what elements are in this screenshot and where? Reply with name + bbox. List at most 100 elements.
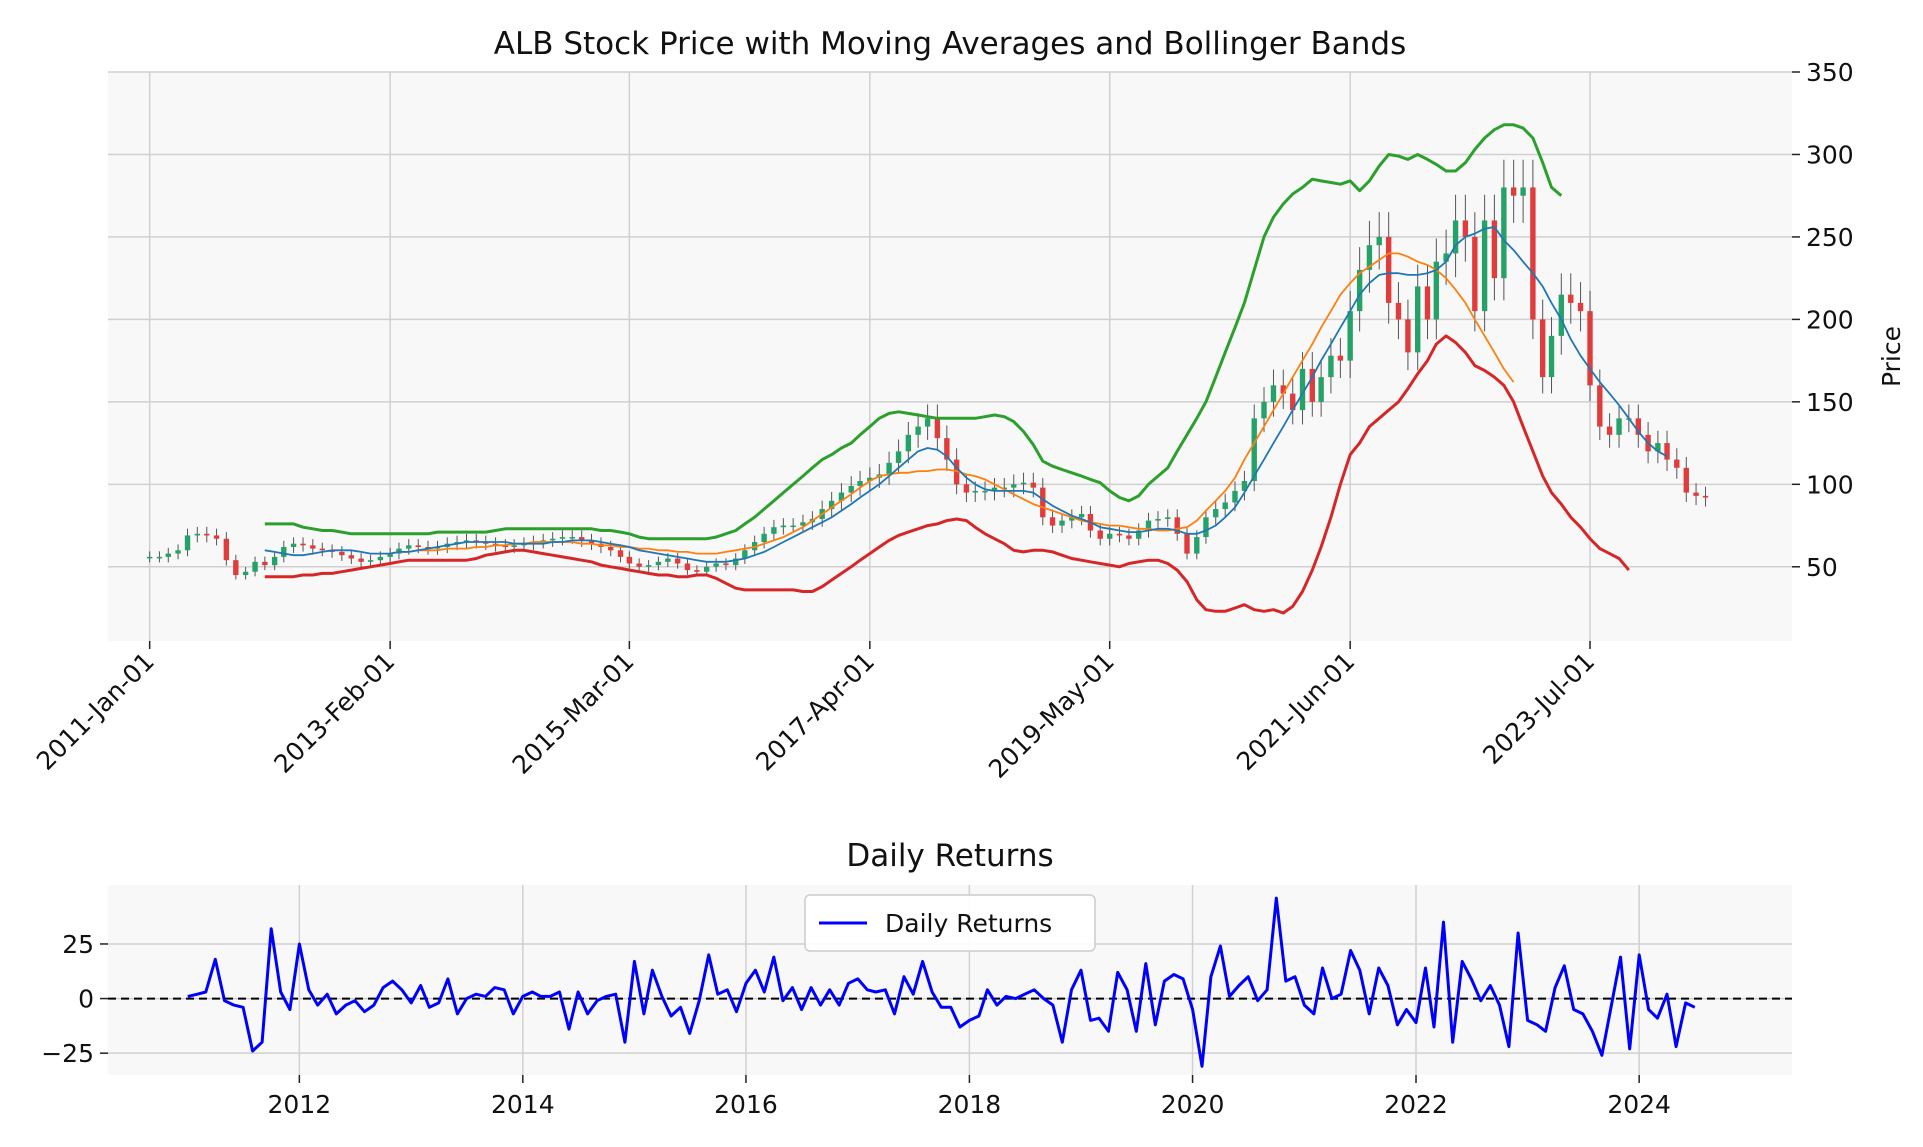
returns-panel: −25 0 25 2012 2014 2016 2018 2020 2022 2024 Daily… bbox=[41, 838, 1792, 1119]
candle-down bbox=[1635, 418, 1641, 435]
returns-x-tick-label: 2018 bbox=[938, 1090, 1002, 1119]
candle-down bbox=[1097, 530, 1103, 539]
returns-y-tick-label: 0 bbox=[78, 985, 94, 1014]
candle-up bbox=[982, 490, 988, 493]
moving-average-short-line bbox=[264, 226, 1668, 563]
candle-down bbox=[723, 563, 729, 566]
candle-up bbox=[733, 558, 739, 566]
candle-up bbox=[1222, 502, 1228, 510]
candle-down bbox=[415, 545, 421, 547]
candle-up bbox=[1520, 187, 1526, 196]
candle-down bbox=[358, 558, 364, 562]
returns-x-tick-label: 2022 bbox=[1384, 1090, 1448, 1119]
candle-up bbox=[1145, 520, 1152, 531]
candle-down bbox=[1309, 368, 1315, 402]
candle-down bbox=[1606, 426, 1613, 435]
price-x-tick-label: 2013-Feb-01 bbox=[268, 647, 400, 779]
candle-down bbox=[1116, 533, 1123, 536]
candle-down bbox=[319, 548, 325, 551]
price-gridlines bbox=[108, 71, 1792, 641]
candle-down bbox=[1174, 517, 1180, 534]
candle-up bbox=[1366, 245, 1373, 270]
candle-up bbox=[790, 525, 796, 528]
candle-up bbox=[1548, 335, 1555, 378]
candle-up bbox=[655, 561, 662, 566]
candle-up bbox=[848, 485, 854, 493]
candle-down bbox=[1577, 302, 1584, 312]
candle-up bbox=[1501, 187, 1507, 279]
candle-down bbox=[684, 563, 691, 571]
candle-up bbox=[1261, 401, 1267, 419]
price-x-tick-label: 2021-Jun-01 bbox=[1231, 647, 1360, 776]
candle-down bbox=[1587, 311, 1593, 386]
candle-up bbox=[1213, 509, 1219, 518]
candle-up bbox=[559, 537, 566, 539]
candle-down bbox=[579, 537, 585, 541]
candle-up bbox=[175, 550, 181, 554]
candle-up bbox=[713, 563, 719, 567]
candle-up bbox=[1059, 520, 1065, 526]
returns-x-tick-label: 2020 bbox=[1161, 1090, 1225, 1119]
candle-down bbox=[617, 550, 624, 557]
candle-up bbox=[569, 537, 575, 539]
candle-up bbox=[1203, 517, 1209, 538]
candle-up bbox=[924, 418, 931, 427]
candle-up bbox=[271, 556, 278, 566]
candle-down bbox=[1510, 187, 1517, 196]
candle-up bbox=[549, 538, 556, 541]
candle-down bbox=[1693, 492, 1699, 496]
candle-up bbox=[252, 561, 258, 572]
candle-down bbox=[1049, 517, 1056, 526]
candle-up bbox=[1011, 484, 1017, 488]
candle-up bbox=[1106, 533, 1113, 539]
candle-down bbox=[694, 570, 700, 572]
candle-up bbox=[1328, 355, 1334, 378]
candle-down bbox=[300, 543, 306, 546]
bollinger-upper-band-line bbox=[264, 123, 1563, 541]
candle-up bbox=[1251, 418, 1257, 482]
returns-x-tick-label: 2016 bbox=[714, 1090, 778, 1119]
candle-up bbox=[857, 481, 863, 486]
candle-up bbox=[1241, 481, 1248, 491]
candle-up bbox=[1481, 220, 1488, 312]
candle-up bbox=[645, 565, 652, 567]
candle-up bbox=[703, 566, 710, 572]
candle-down bbox=[1539, 319, 1546, 378]
candle-up bbox=[1270, 385, 1277, 402]
candle-down bbox=[1568, 294, 1574, 303]
returns-x-tick-label: 2012 bbox=[268, 1090, 332, 1119]
candle-down bbox=[1702, 495, 1709, 498]
candle-up bbox=[1078, 514, 1085, 518]
candle-down bbox=[1395, 302, 1402, 320]
candle-up bbox=[742, 550, 748, 559]
candle-up bbox=[1558, 294, 1564, 336]
candle-up bbox=[1655, 443, 1661, 452]
candle-up bbox=[1232, 490, 1238, 503]
candle-down bbox=[339, 551, 345, 556]
candle-down bbox=[348, 555, 355, 559]
candle-up bbox=[972, 490, 978, 493]
candle-down bbox=[1683, 467, 1689, 493]
candle-up bbox=[1069, 517, 1075, 521]
candle-up bbox=[665, 558, 671, 562]
candle-up bbox=[1347, 311, 1353, 361]
candle-down bbox=[1405, 319, 1411, 353]
candle-down bbox=[1597, 385, 1603, 427]
moving-average-long-line bbox=[389, 252, 1515, 555]
candle-up bbox=[761, 533, 767, 543]
candle-down bbox=[1290, 393, 1296, 411]
returns-x-tick-label: 2024 bbox=[1607, 1090, 1671, 1119]
candle-down bbox=[626, 556, 633, 564]
candle-down bbox=[636, 563, 642, 567]
candle-up bbox=[867, 477, 873, 482]
candle-up bbox=[1443, 253, 1449, 262]
candle-down bbox=[674, 558, 681, 564]
candle-up bbox=[146, 556, 153, 559]
candle-down bbox=[1664, 443, 1670, 460]
price-x-tick-label: 2017-Apr-01 bbox=[750, 647, 880, 777]
price-x-tick-label: 2015-Mar-01 bbox=[507, 647, 640, 780]
candle-down bbox=[963, 484, 970, 493]
price-panel: 50 100 150 200 250 300 350 2011-Jan-01 2013-Feb-… bbox=[31, 26, 1906, 784]
price-plot-area bbox=[108, 72, 1792, 641]
price-x-tick-label: 2019-May-01 bbox=[983, 647, 1120, 784]
